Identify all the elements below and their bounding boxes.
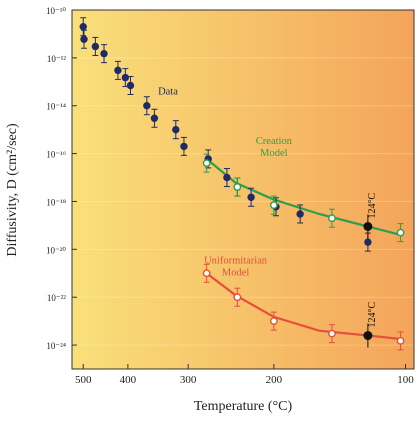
x-tick-label: 300 <box>180 374 197 386</box>
data-point <box>396 336 405 345</box>
series-label: Data <box>158 86 178 97</box>
series-label: Uniformitarian <box>204 256 268 267</box>
data-markers <box>79 23 405 345</box>
series-label: Creation <box>256 136 293 147</box>
data-point <box>269 201 278 210</box>
grid <box>72 9 414 346</box>
data-point <box>100 49 108 58</box>
model-curves <box>205 158 401 341</box>
plot-background <box>72 10 414 369</box>
x-axis-label: Temperature (°C) <box>194 399 293 414</box>
data-point <box>126 81 135 90</box>
x-axis-ticks: 500 400 300 200 100 <box>75 364 414 386</box>
series-label: Model <box>260 148 287 159</box>
plot-frame <box>71 9 415 370</box>
data-point <box>328 329 336 338</box>
data-point <box>180 142 188 151</box>
y-tick-label: 10⁻¹⁶ <box>46 150 66 160</box>
data-point <box>143 102 151 110</box>
data-point <box>121 73 130 82</box>
y-axis-ticks: 10⁻¹⁰ 10⁻¹² 10⁻¹⁴ 10⁻¹⁶ 10⁻¹⁸ 10⁻²⁰ 10⁻²² 10⁻²⁴ <box>46 6 77 351</box>
series-label: Model <box>222 268 249 279</box>
data-point <box>91 42 100 51</box>
y-tick-label: 10⁻²² <box>47 293 66 303</box>
highlight-label: 124°C <box>367 192 378 218</box>
x-tick-label: 400 <box>120 374 137 386</box>
y-tick-label: 10⁻¹⁴ <box>46 102 66 112</box>
y-axis-label: Diffusivity, D (cm²/sec) <box>5 123 20 257</box>
data-point <box>233 293 242 302</box>
data-point <box>202 159 211 168</box>
x-tick-label: 500 <box>75 374 92 386</box>
y-tick-label: 10⁻²⁴ <box>46 341 66 351</box>
data-point <box>79 23 87 31</box>
data-point <box>202 269 211 278</box>
data-point <box>328 214 336 223</box>
data-point <box>396 228 405 237</box>
data-point <box>114 66 122 75</box>
model-curve <box>205 158 401 236</box>
y-tick-label: 10⁻²⁰ <box>46 245 66 255</box>
highlight-markers: 124°C 124°C <box>363 192 378 348</box>
data-point <box>233 183 242 191</box>
data-point <box>364 238 372 246</box>
y-tick-label: 10⁻¹² <box>47 54 66 64</box>
y-tick-label: 10⁻¹⁰ <box>46 6 66 16</box>
data-point <box>223 173 231 182</box>
data-point <box>172 125 180 134</box>
data-point <box>296 210 304 218</box>
x-tick-label: 100 <box>397 374 414 386</box>
y-tick-label: 10⁻¹⁸ <box>46 197 66 207</box>
data-point <box>247 193 255 201</box>
data-point <box>269 317 278 326</box>
highlight-label: 124°C <box>367 302 378 328</box>
x-tick-label: 200 <box>266 374 283 386</box>
data-point <box>150 114 159 122</box>
data-point <box>80 35 88 43</box>
model-curve <box>205 272 401 341</box>
